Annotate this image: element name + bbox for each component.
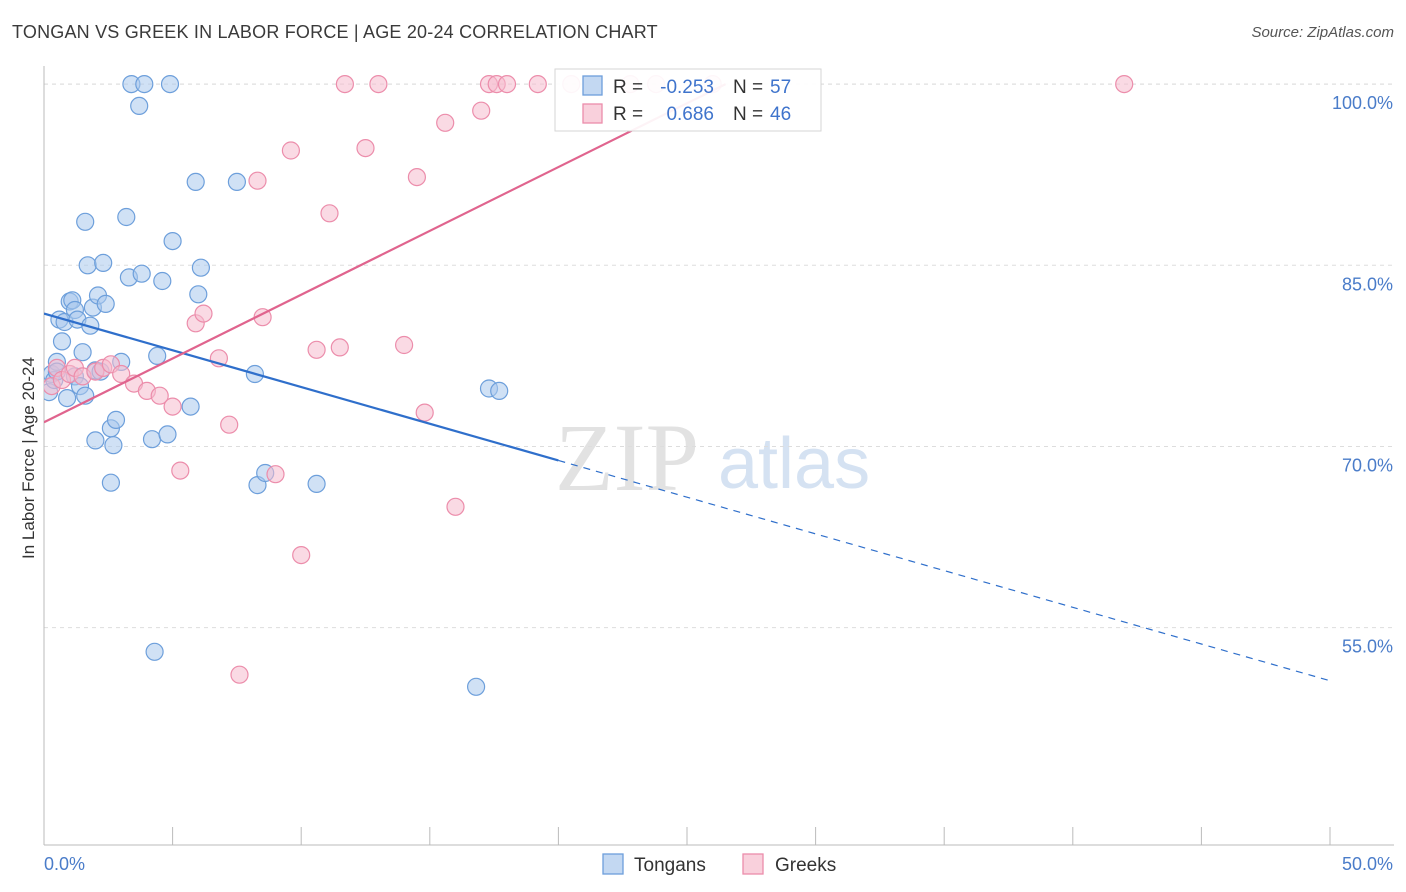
greek-point-36 (472, 101, 491, 120)
greek-trend-line (44, 83, 727, 424)
x-tick-label-max: 50.0% (1342, 854, 1393, 874)
watermark-atlas: atlas (718, 424, 870, 504)
tongan-point-45 (181, 397, 200, 416)
tongan-point-37 (135, 74, 154, 94)
greek-point-18 (220, 415, 239, 434)
tongan-point-40 (148, 346, 167, 365)
greek-point-34 (436, 113, 455, 132)
tongan-point-47 (189, 285, 208, 304)
tongan-r-label: R = (613, 77, 643, 98)
greek-point-12 (150, 386, 169, 405)
greek-point-30 (369, 74, 388, 94)
greek-point-33 (415, 403, 434, 422)
tongan-point-22 (86, 431, 105, 450)
y-tick-labels: 55.0% 70.0% 85.0% 100.0% (1332, 93, 1393, 656)
tongan-point-38 (142, 430, 162, 449)
tongan-point-39 (145, 642, 164, 661)
greek-n-value: 46 (770, 104, 791, 125)
greek-point-24 (292, 545, 311, 565)
y-tick-label-55: 55.0% (1342, 637, 1393, 657)
greek-point-25 (307, 340, 326, 359)
greek-point-28 (335, 74, 354, 94)
tongan-point-36 (132, 264, 151, 283)
tongan-point-41 (153, 271, 172, 291)
y-tick-label-85: 85.0% (1342, 274, 1393, 294)
y-tick-label-100: 100.0% (1332, 93, 1393, 113)
greek-point-40 (528, 74, 547, 94)
tongan-point-44 (163, 232, 182, 251)
tongan-point-49 (227, 172, 246, 191)
tongan-points (44, 74, 509, 696)
tongan-point-25 (94, 253, 113, 272)
tongan-point-15 (73, 343, 92, 362)
greek-point-35 (446, 497, 465, 516)
gridlines (44, 83, 1394, 629)
greek-point-45 (1115, 74, 1134, 94)
greek-point-14 (171, 461, 190, 480)
tongan-point-43 (160, 74, 180, 94)
tongan-point-18 (78, 256, 97, 275)
greek-point-29 (356, 139, 375, 158)
tongan-point-54 (467, 677, 486, 696)
greek-point-26 (320, 204, 339, 223)
greek-point-9 (112, 364, 131, 384)
tongan-n-label: N = (733, 77, 763, 98)
x-axis-ticks (43, 827, 1331, 845)
greeks-legend-label: Greeks (775, 855, 836, 876)
greek-point-19 (230, 665, 249, 684)
greek-point-16 (194, 304, 213, 323)
tongan-point-28 (101, 473, 121, 492)
greek-point-31 (395, 335, 414, 355)
x-tick-label-min: 0.0% (44, 854, 85, 874)
tongan-point-35 (130, 96, 149, 116)
tongan-point-56 (490, 381, 509, 400)
series-legend: Tongans Greeks (602, 853, 836, 876)
tongan-point-29 (104, 436, 123, 455)
greek-n-label: N = (733, 104, 763, 125)
greek-points (44, 74, 1134, 684)
greek-point-22 (266, 465, 285, 484)
tongan-point-17 (76, 212, 95, 231)
tongan-point-53 (307, 474, 326, 493)
greek-point-20 (248, 171, 267, 190)
y-axis-title: In Labor Force | Age 20-24 (19, 357, 38, 559)
tongan-trend-extension (558, 459, 1331, 682)
tongan-trend-line (44, 312, 559, 462)
greeks-legend-swatch (742, 853, 764, 875)
y-tick-label-70: 70.0% (1342, 455, 1393, 475)
greek-r-label: R = (613, 104, 643, 125)
tongans-legend-label: Tongans (634, 855, 706, 876)
tongan-point-26 (96, 294, 115, 313)
tongan-n-value: 57 (770, 77, 791, 98)
stats-legend: R = -0.253 N = 57 R = 0.686 N = 46 (554, 68, 822, 132)
greek-point-27 (330, 338, 349, 357)
tongan-point-48 (191, 258, 210, 277)
tongan-r-value: -0.253 (660, 77, 714, 98)
tongan-point-46 (186, 172, 205, 191)
tongan-swatch (582, 75, 603, 96)
tongan-point-6 (52, 332, 72, 351)
tongan-point-42 (158, 425, 177, 444)
tongan-point-30 (106, 410, 126, 429)
chart-title: TONGAN VS GREEK IN LABOR FORCE | AGE 20-… (12, 22, 658, 42)
tongan-point-32 (117, 207, 136, 227)
greek-swatch (582, 103, 603, 124)
watermark: ZIP atlas (555, 404, 870, 511)
source-credit: Source: ZipAtlas.com (1251, 24, 1394, 41)
tongan-point-8 (57, 389, 77, 408)
tongans-legend-swatch (602, 853, 624, 875)
greek-point-39 (497, 74, 517, 94)
greek-point-32 (407, 168, 426, 187)
greek-r-value: 0.686 (666, 104, 714, 125)
greek-point-23 (281, 141, 300, 160)
greek-point-13 (163, 397, 182, 416)
